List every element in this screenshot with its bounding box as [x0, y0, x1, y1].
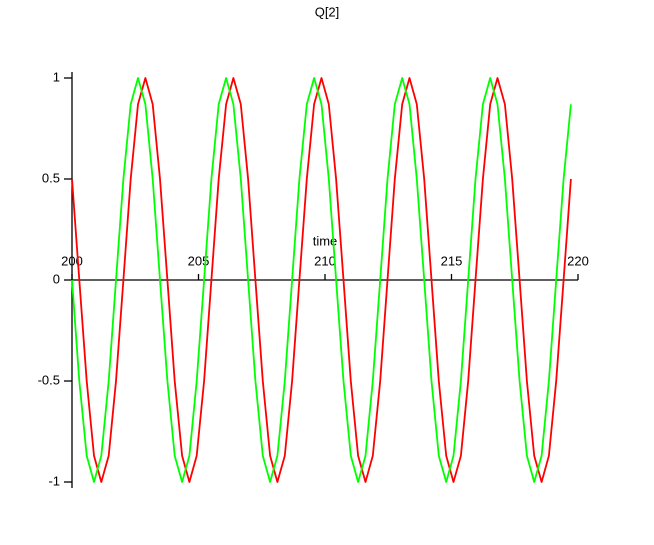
x-tick-label: 205: [188, 253, 210, 268]
y-tick-label: -0.5: [38, 372, 60, 387]
y-tick-label: 1: [53, 69, 60, 84]
series-line: [71, 77, 572, 483]
x-tick-label: 200: [61, 253, 83, 268]
x-tick-label: 210: [314, 253, 336, 268]
x-axis-label: time: [313, 233, 338, 248]
series-line: [71, 77, 572, 483]
y-tick-label: 0: [53, 271, 60, 286]
x-tick-label: 215: [441, 253, 463, 268]
y-tick-label: 0.5: [42, 170, 60, 185]
y-tick-label: -1: [48, 473, 60, 488]
chart-title: Q[2]: [315, 4, 340, 19]
x-tick-label: 220: [567, 253, 589, 268]
